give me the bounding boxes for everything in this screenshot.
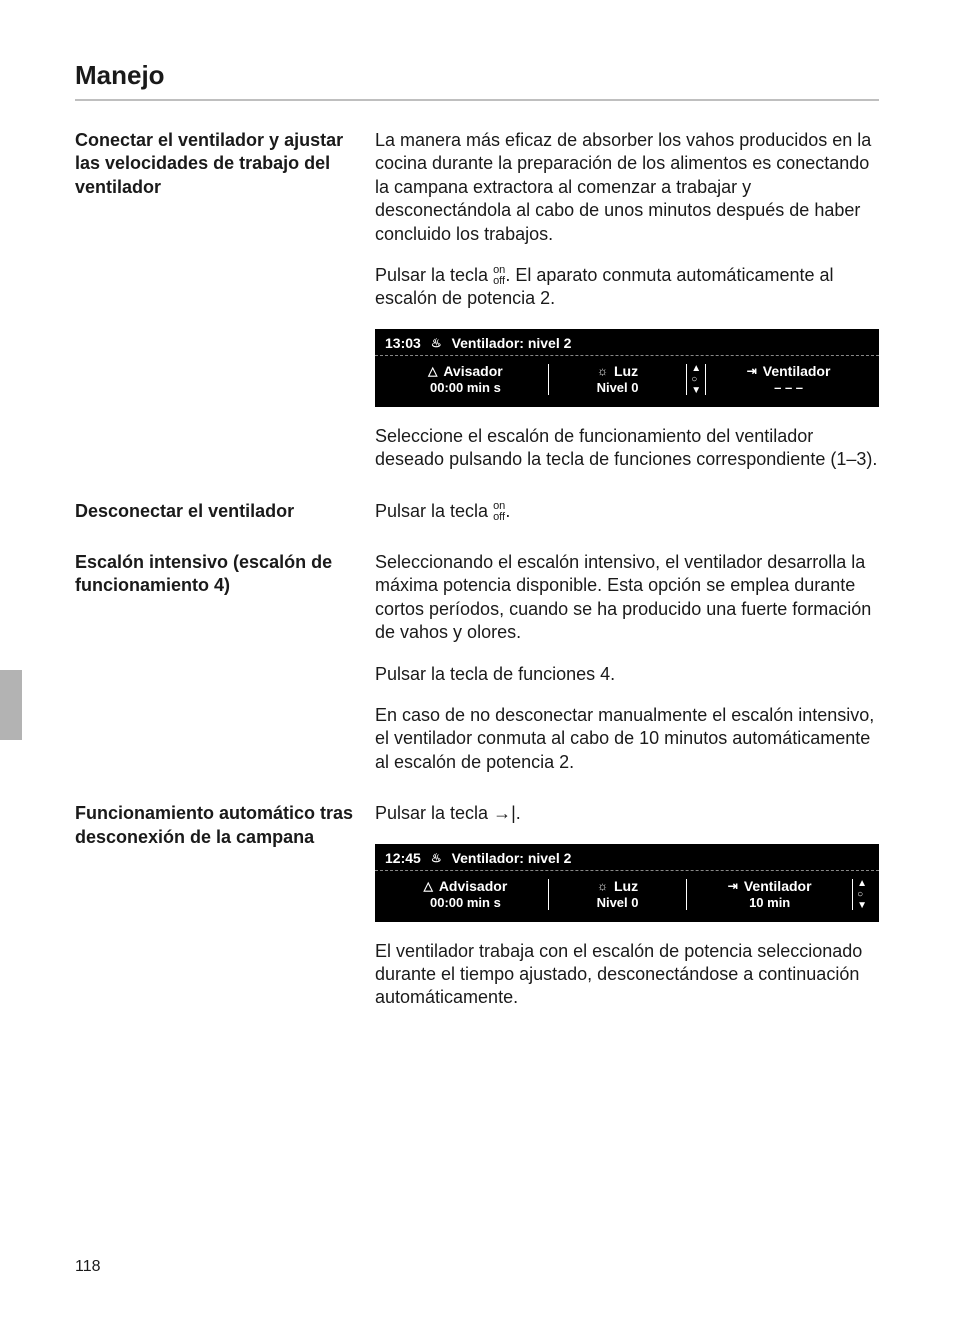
avisador-value: 00:00 min s	[430, 380, 501, 397]
chef-icon: ♨	[431, 852, 442, 864]
vent-label: Ventilador	[763, 362, 831, 380]
section-heading: Funcionamiento automático tras desconexi…	[75, 802, 355, 849]
panel-time: 12:45	[385, 850, 421, 866]
luz-value: Nivel 0	[597, 380, 639, 397]
bell-icon: △	[424, 880, 433, 892]
luz-label: Luz	[614, 362, 638, 380]
thumb-tab	[0, 670, 22, 740]
body-paragraph: La manera más eficaz de absorber los vah…	[375, 129, 879, 246]
title-rule	[75, 99, 879, 101]
vent-value: – – –	[774, 380, 803, 397]
onoff-icon: onoff	[493, 501, 505, 523]
vent-value: 10 min	[749, 895, 790, 912]
avisador-label: Advisador	[439, 877, 507, 895]
section-heading: Desconectar el ventilador	[75, 500, 355, 523]
section-heading: Escalón intensivo (escalón de funcionami…	[75, 551, 355, 598]
page-number: 118	[75, 1258, 101, 1276]
panel-time: 13:03	[385, 335, 421, 351]
display-panel-2: 12:45 ♨ Ventilador: nivel 2 △ Advisador 0…	[375, 844, 879, 922]
text-fragment: .	[505, 501, 510, 521]
light-icon: ☼	[597, 365, 608, 377]
section-connect-fan: Conectar el ventilador y ajustar las vel…	[75, 129, 879, 472]
scroll-arrows: ▲○▼	[687, 363, 705, 396]
section-disconnect-fan: Desconectar el ventilador Pulsar la tecl…	[75, 500, 879, 523]
page-title: Manejo	[75, 60, 879, 91]
section-intensive: Escalón intensivo (escalón de funcionami…	[75, 551, 879, 774]
body-paragraph: Seleccionando el escalón intensivo, el v…	[375, 551, 879, 645]
onoff-icon: onoff	[493, 265, 505, 287]
avisador-label: Avisador	[443, 362, 502, 380]
body-paragraph: Pulsar la tecla onoff.	[375, 500, 879, 523]
luz-label: Luz	[614, 877, 638, 895]
fan-icon: ⇥	[747, 365, 757, 377]
text-fragment: Pulsar la tecla	[375, 501, 493, 521]
bell-icon: △	[428, 365, 437, 377]
chef-icon: ♨	[431, 337, 442, 349]
scroll-arrows: ▲○▼	[853, 878, 871, 911]
panel-header-label: Ventilador: nivel 2	[452, 335, 572, 351]
body-paragraph: Pulsar la tecla onoff. El aparato conmut…	[375, 264, 879, 311]
vent-label: Ventilador	[744, 877, 812, 895]
body-paragraph: En caso de no desconectar manualmente el…	[375, 704, 879, 774]
text-fragment: Pulsar la tecla	[375, 265, 493, 285]
panel-header: 13:03 ♨ Ventilador: nivel 2	[375, 329, 879, 356]
text-fragment: Pulsar la tecla	[375, 803, 493, 823]
panel-header: 12:45 ♨ Ventilador: nivel 2	[375, 844, 879, 871]
display-panel-1: 13:03 ♨ Ventilador: nivel 2 △ Avisador 00…	[375, 329, 879, 407]
body-paragraph: Pulsar la tecla →|.	[375, 802, 879, 825]
light-icon: ☼	[597, 880, 608, 892]
section-heading: Conectar el ventilador y ajustar las vel…	[75, 129, 355, 199]
arrow-icon: →|	[493, 802, 516, 825]
fan-icon: ⇥	[728, 880, 738, 892]
avisador-value: 00:00 min s	[430, 895, 501, 912]
body-paragraph: Seleccione el escalón de funcionamiento …	[375, 425, 879, 472]
body-paragraph: El ventilador trabaja con el escalón de …	[375, 940, 879, 1010]
text-fragment: .	[516, 803, 521, 823]
section-auto-off: Funcionamiento automático tras desconexi…	[75, 802, 879, 1010]
luz-value: Nivel 0	[597, 895, 639, 912]
body-paragraph: Pulsar la tecla de funciones 4.	[375, 663, 879, 686]
panel-header-label: Ventilador: nivel 2	[452, 850, 572, 866]
